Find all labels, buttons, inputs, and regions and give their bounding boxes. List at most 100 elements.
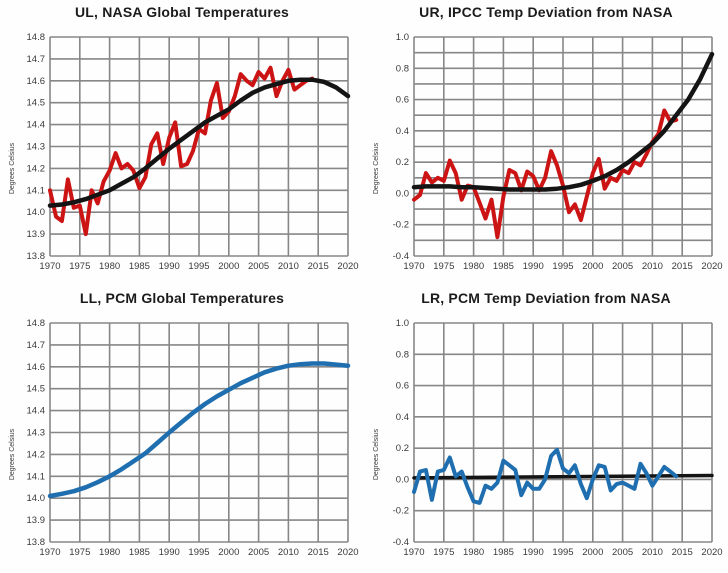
x-axis-tick-label: 2005	[612, 547, 633, 558]
lr-chart-title: LR, PCM Temp Deviation from NASA	[421, 290, 671, 306]
y-axis-tick-label: 14.1	[27, 471, 46, 482]
y-axis-tick-label: 14.2	[27, 163, 46, 174]
x-axis-tick-label: 2015	[672, 261, 693, 272]
y-axis-tick-label: 0.2	[396, 443, 409, 454]
series-line-nasa-annual	[48, 65, 315, 237]
y-axis-tick-label: 0.2	[396, 157, 409, 168]
y-axis-tick-label: 13.8	[27, 251, 46, 262]
x-axis-tick-label: 1980	[99, 261, 120, 272]
x-axis-tick-label: 1985	[129, 261, 150, 272]
y-axis-tick-label: -0.4	[393, 251, 409, 262]
y-axis-tick-label: 14.3	[27, 142, 46, 153]
ll-chart-title: LL, PCM Global Temperatures	[79, 290, 285, 306]
y-axis-tick-label: 14.2	[27, 449, 46, 460]
series-line-smoothed-trend	[47, 77, 351, 208]
y-axis-label: Degrees Celsius	[9, 428, 16, 480]
x-axis-tick-label: 2010	[642, 547, 663, 558]
x-axis-tick-label: 1980	[99, 547, 120, 558]
x-axis-tick-label: 1975	[433, 547, 454, 558]
y-axis-tick-label: 14.1	[27, 185, 46, 196]
y-axis-label: Degrees Celsius	[373, 428, 380, 480]
y-axis-tick-label: 14.0	[27, 493, 46, 504]
x-axis-tick-label: 2005	[248, 547, 269, 558]
x-axis-tick-label: 1970	[403, 261, 424, 272]
series-line-pcm-deviation-annual	[412, 447, 679, 505]
y-axis-tick-label: 14.5	[27, 98, 46, 109]
lr-chart-plot: 1970 1975 1980 1985 1990 1995 2000 2005 2010 2015…	[373, 318, 723, 558]
y-axis-tick-label: 13.9	[27, 229, 46, 240]
x-axis-tick-label: 1995	[552, 547, 573, 558]
y-axis-tick-label: 14.8	[27, 318, 46, 329]
y-axis-tick-label: 14.7	[27, 340, 46, 351]
x-axis-tick-label: 1995	[188, 261, 209, 272]
series-line-ipcc-deviation-annual	[412, 108, 679, 240]
x-axis-tick-label: 1995	[552, 261, 573, 272]
y-axis-tick-label: 0.8	[396, 349, 409, 360]
x-axis-tick-label: 2005	[612, 261, 633, 272]
x-axis-tick-label: 1970	[39, 547, 60, 558]
y-axis-tick-label: 0.0	[396, 474, 409, 485]
x-axis-tick-label: 2010	[642, 261, 663, 272]
y-axis-tick-label: 0.0	[396, 188, 409, 199]
x-axis-tick-label: 2000	[582, 547, 603, 558]
x-axis-tick-label: 1990	[159, 547, 180, 558]
y-axis-tick-label: 0.6	[396, 381, 409, 392]
x-axis-tick-label: 2020	[701, 261, 722, 272]
y-axis-tick-label: 13.9	[27, 515, 46, 526]
ul-chart-plot: 1970 1975 1980 1985 1990 1995 2000 2005 2010 2015…	[9, 32, 359, 272]
ll-chart-plot: 1970 1975 1980 1985 1990 1995 2000 2005 2010 2015…	[9, 318, 359, 558]
y-axis-tick-label: 0.8	[396, 63, 409, 74]
x-axis-tick-label: 2010	[278, 547, 299, 558]
y-axis-tick-label: 0.4	[396, 126, 409, 137]
x-axis-tick-label: 2000	[582, 261, 603, 272]
x-axis-tick-label: 2000	[218, 261, 239, 272]
x-axis-tick-label: 1980	[463, 261, 484, 272]
x-axis-tick-label: 1995	[188, 547, 209, 558]
y-axis-tick-label: 1.0	[396, 318, 409, 329]
chart-panel-ur: UR, IPCC Temp Deviation from NASA 1970 19…	[364, 0, 728, 286]
x-axis-tick-label: 2020	[701, 547, 722, 558]
x-axis-tick-label: 2010	[278, 261, 299, 272]
y-axis-tick-label: 13.8	[27, 537, 46, 548]
x-axis-tick-label: 2015	[308, 547, 329, 558]
y-axis-label: Degrees Celsius	[373, 142, 380, 194]
ur-chart-plot: 1970 1975 1980 1985 1990 1995 2000 2005 2010 2015…	[373, 32, 723, 272]
x-axis-tick-label: 2005	[248, 261, 269, 272]
y-axis-tick-label: 14.5	[27, 384, 46, 395]
y-axis-tick-label: 14.7	[27, 54, 46, 65]
y-axis-tick-label: 14.0	[27, 207, 46, 218]
x-axis-tick-label: 1970	[39, 261, 60, 272]
x-axis-tick-label: 1990	[159, 261, 180, 272]
x-axis-tick-label: 2000	[218, 547, 239, 558]
y-axis-tick-label: -0.2	[393, 506, 409, 517]
x-axis-tick-label: 2020	[337, 261, 358, 272]
y-axis-tick-label: 14.8	[27, 32, 46, 43]
y-axis-tick-label: 0.4	[396, 412, 409, 423]
y-axis-tick-label: -0.4	[393, 537, 409, 548]
x-axis-tick-label: 2015	[672, 547, 693, 558]
x-axis-tick-label: 2015	[308, 261, 329, 272]
y-axis-tick-label: 14.3	[27, 428, 46, 439]
x-axis-tick-label: 1990	[523, 261, 544, 272]
series-line-smoothed-trend	[411, 51, 715, 192]
x-axis-tick-label: 1975	[433, 261, 454, 272]
x-axis-tick-label: 2020	[337, 547, 358, 558]
x-axis-tick-label: 1980	[463, 547, 484, 558]
y-axis-label: Degrees Celsius	[9, 142, 16, 194]
x-axis-tick-label: 1990	[523, 547, 544, 558]
y-axis-tick-label: 0.6	[396, 95, 409, 106]
y-axis-tick-label: 14.6	[27, 76, 46, 87]
x-axis-tick-label: 1970	[403, 547, 424, 558]
series-line-pcm-model	[47, 361, 351, 499]
y-axis-tick-label: 14.4	[27, 406, 46, 417]
x-axis-tick-label: 1985	[493, 261, 514, 272]
y-axis-tick-label: -0.2	[393, 220, 409, 231]
x-axis-tick-label: 1985	[493, 547, 514, 558]
chart-panel-lr: LR, PCM Temp Deviation from NASA 1970 197…	[364, 286, 728, 573]
x-axis-tick-label: 1975	[69, 547, 90, 558]
y-axis-tick-label: 14.6	[27, 362, 46, 373]
x-axis-tick-label: 1975	[69, 261, 90, 272]
y-axis-tick-label: 14.4	[27, 120, 46, 131]
chart-panel-ll: LL, PCM Global Temperatures 1970 1975 1980…	[0, 286, 364, 573]
ur-chart-title: UR, IPCC Temp Deviation from NASA	[419, 4, 673, 20]
